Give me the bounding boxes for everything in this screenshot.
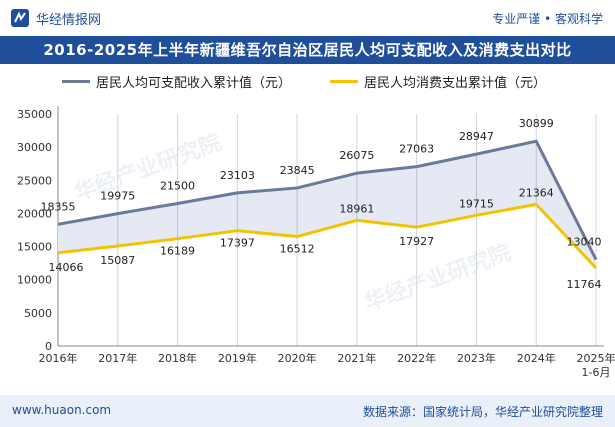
income-data-label: 30899 [519,117,554,130]
y-axis: 0 5000 10000 15000 20000 25000 30000 35000 [17,106,59,353]
income-data-label: 13040 [567,236,602,249]
income-data-label: 27063 [399,143,434,156]
brand-name: 华经情报网 [36,12,102,28]
consumption-data-label: 16512 [280,243,315,256]
income-data-label: 19975 [100,190,135,203]
x-tick-label: 2021年 [337,351,376,365]
tagline: 专业严谨 • 客观科学 [492,12,603,26]
income-data-label: 28947 [459,130,494,143]
x-tick-label: 2018年 [158,351,197,365]
y-tick-label: 0 [45,340,52,353]
chart-title: 2016-2025年上半年新疆维吾尔自治区居民人均可支配收入及消费支出对比 [0,36,615,64]
x-tick-label: 2019年 [218,351,257,365]
plot-area [57,139,598,270]
y-tick-label: 20000 [17,207,52,220]
income-data-label: 23103 [220,169,255,182]
y-tick-label: 5000 [24,307,52,320]
legend-item-income: 居民人均可支配收入累计值（元） [62,72,291,91]
y-tick-label: 25000 [17,174,52,187]
legend-item-consumption: 居民人均消费支出累计值（元） [330,72,546,91]
brand-logo-icon [11,9,29,27]
legend: 居民人均可支配收入累计值（元） 居民人均消费支出累计值（元） [0,68,615,94]
area-between-series [58,141,596,269]
consumption-data-label: 18961 [339,202,374,215]
income-data-label: 26075 [339,149,374,162]
income-data-label: 18355 [41,200,76,213]
brand[interactable]: 华经情报网 [10,8,101,28]
footer: www.huaon.com 数据来源：国家统计局，华经产业研究院整理 [0,395,615,427]
x-tick-label: 2017年 [98,351,137,365]
footer-source: 数据来源：国家统计局，华经产业研究院整理 [362,405,603,419]
consumption-data-label: 15087 [100,254,135,267]
consumption-data-label: 11764 [567,278,602,291]
x-axis: 2016年 2017年 2018年 2019年 2020年 2021年 2022年 2023年… [39,345,615,379]
top-bar: 华经情报网 专业严谨 • 客观科学 [0,0,615,36]
legend-label-consumption: 居民人均消费支出累计值（元） [364,76,547,91]
consumption-line [57,202,598,270]
y-tick-label: 15000 [17,241,52,254]
income-data-label: 23845 [280,164,315,177]
x-tick-label: 2025年 1-6月 [577,351,615,379]
x-tick-label: 2016年 [39,351,78,365]
legend-label-income: 居民人均可支配收入累计值（元） [96,76,292,91]
consumption-data-label: 16189 [160,245,195,258]
consumption-data-label: 17397 [220,237,255,250]
y-tick-label: 30000 [17,141,52,154]
y-tick-label: 10000 [17,274,52,287]
y-tick-label: 35000 [17,108,52,121]
consumption-data-label: 17927 [399,235,434,248]
footer-website[interactable]: www.huaon.com [12,403,112,417]
x-tick-label: 2024年 [517,351,556,365]
income-data-label: 21500 [160,179,195,192]
consumption-data-label: 14066 [49,261,84,274]
consumption-data-label: 21364 [519,186,554,199]
legend-swatch-income [62,80,90,83]
x-tick-label: 2023年 [457,351,496,365]
legend-swatch-consumption [330,80,358,83]
income-line [57,139,598,261]
x-tick-label: 2020年 [278,351,317,365]
data-labels: 18355 19975 21500 23103 23845 26075 27063 28947… [41,117,602,291]
x-tick-label: 2022年 [397,351,436,365]
line-chart: 0 5000 10000 15000 20000 25000 30000 35000 2016… [17,106,615,379]
consumption-data-label: 19715 [459,197,494,210]
